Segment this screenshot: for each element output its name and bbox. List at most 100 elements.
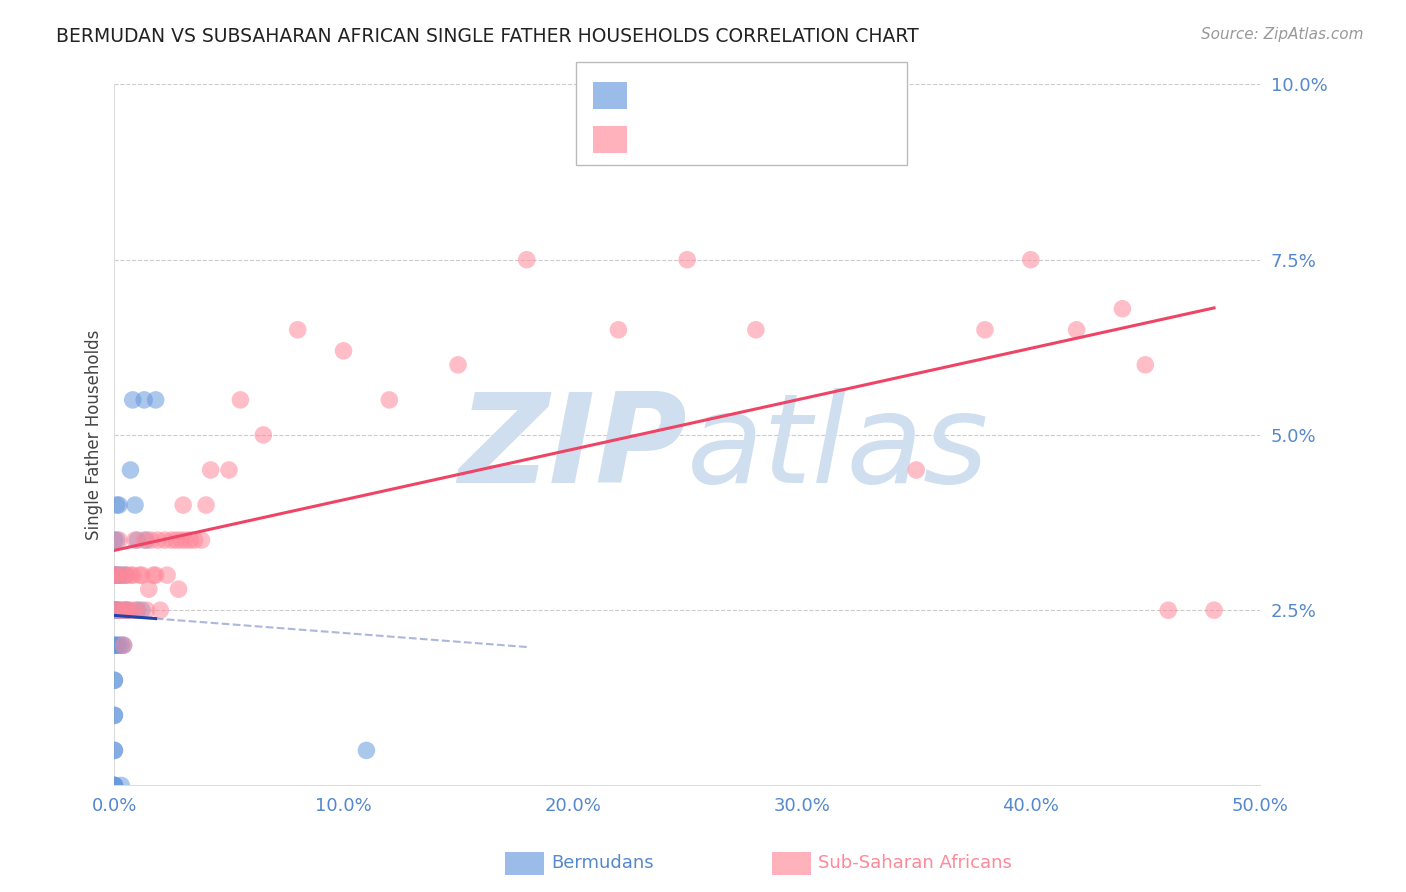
Point [145, 392, 167, 407]
Point [103, 779, 125, 793]
Point [115, 603, 138, 617]
Point [156, 568, 179, 582]
Point [837, 112, 859, 127]
Point [190, 533, 212, 547]
Point [103, 568, 125, 582]
Point [356, 743, 378, 757]
Point [103, 673, 125, 688]
Point [103, 743, 125, 757]
Point [1019, 252, 1042, 267]
Point [229, 392, 252, 407]
Point [131, 603, 153, 617]
Point [115, 603, 138, 617]
Point [108, 533, 131, 547]
Point [112, 568, 135, 582]
Point [200, 463, 222, 477]
Point [117, 603, 139, 617]
Point [252, 428, 274, 442]
Point [103, 603, 125, 617]
Point [135, 603, 157, 617]
Point [103, 779, 125, 793]
Point [1066, 323, 1088, 337]
Text: BERMUDAN VS SUBSAHARAN AFRICAN SINGLE FATHER HOUSEHOLDS CORRELATION CHART: BERMUDAN VS SUBSAHARAN AFRICAN SINGLE FA… [56, 27, 920, 45]
Point [378, 392, 401, 407]
Point [745, 323, 768, 337]
Point [676, 252, 699, 267]
Point [974, 323, 997, 337]
Point [103, 603, 125, 617]
Point [142, 568, 165, 582]
Point [105, 638, 128, 652]
Point [108, 638, 131, 652]
Point [120, 463, 142, 477]
Point [110, 568, 132, 582]
Point [287, 323, 309, 337]
Point [103, 638, 125, 652]
Point [1157, 603, 1180, 617]
Point [112, 638, 135, 652]
Point [110, 638, 132, 652]
Point [124, 533, 146, 547]
Point [138, 582, 160, 597]
Point [103, 708, 125, 723]
Text: 0.347: 0.347 [679, 129, 747, 149]
Point [139, 533, 162, 547]
Point [170, 533, 193, 547]
Point [134, 392, 156, 407]
Point [117, 603, 139, 617]
Point [124, 498, 146, 512]
Point [103, 568, 125, 582]
Point [120, 568, 142, 582]
Point [145, 568, 167, 582]
Point [174, 533, 197, 547]
Text: N =: N = [749, 86, 806, 105]
Point [103, 568, 125, 582]
Point [103, 743, 125, 757]
Point [1111, 301, 1133, 316]
Point [105, 568, 128, 582]
Point [131, 568, 153, 582]
Text: 45: 45 [789, 86, 815, 105]
Point [103, 779, 125, 793]
Point [160, 533, 183, 547]
Text: R =: R = [637, 129, 679, 149]
Point [218, 463, 240, 477]
Point [105, 603, 128, 617]
Y-axis label: Single Father Households: Single Father Households [86, 330, 103, 541]
Point [121, 568, 143, 582]
Text: R =: R = [637, 86, 679, 105]
Point [179, 533, 201, 547]
Point [607, 323, 630, 337]
Point [105, 498, 128, 512]
Point [516, 252, 538, 267]
Point [134, 533, 156, 547]
Point [105, 568, 128, 582]
Point [447, 358, 470, 372]
Point [112, 603, 135, 617]
Point [108, 568, 131, 582]
Point [127, 603, 149, 617]
Point [105, 603, 128, 617]
Point [905, 463, 928, 477]
Text: atlas: atlas [688, 388, 990, 509]
Point [105, 603, 128, 617]
Point [135, 533, 157, 547]
Text: 60: 60 [789, 129, 815, 149]
Point [195, 498, 218, 512]
Text: -0.251: -0.251 [679, 86, 749, 105]
Point [108, 498, 131, 512]
Text: Bermudans: Bermudans [551, 855, 654, 872]
Text: N =: N = [749, 129, 806, 149]
Point [183, 533, 205, 547]
Point [108, 603, 131, 617]
Point [332, 343, 354, 358]
Point [105, 533, 128, 547]
Point [103, 533, 125, 547]
Point [1135, 358, 1157, 372]
Point [103, 673, 125, 688]
Point [121, 392, 143, 407]
Point [103, 779, 125, 793]
Text: Sub-Saharan Africans: Sub-Saharan Africans [818, 855, 1012, 872]
Point [103, 638, 125, 652]
Point [167, 582, 190, 597]
